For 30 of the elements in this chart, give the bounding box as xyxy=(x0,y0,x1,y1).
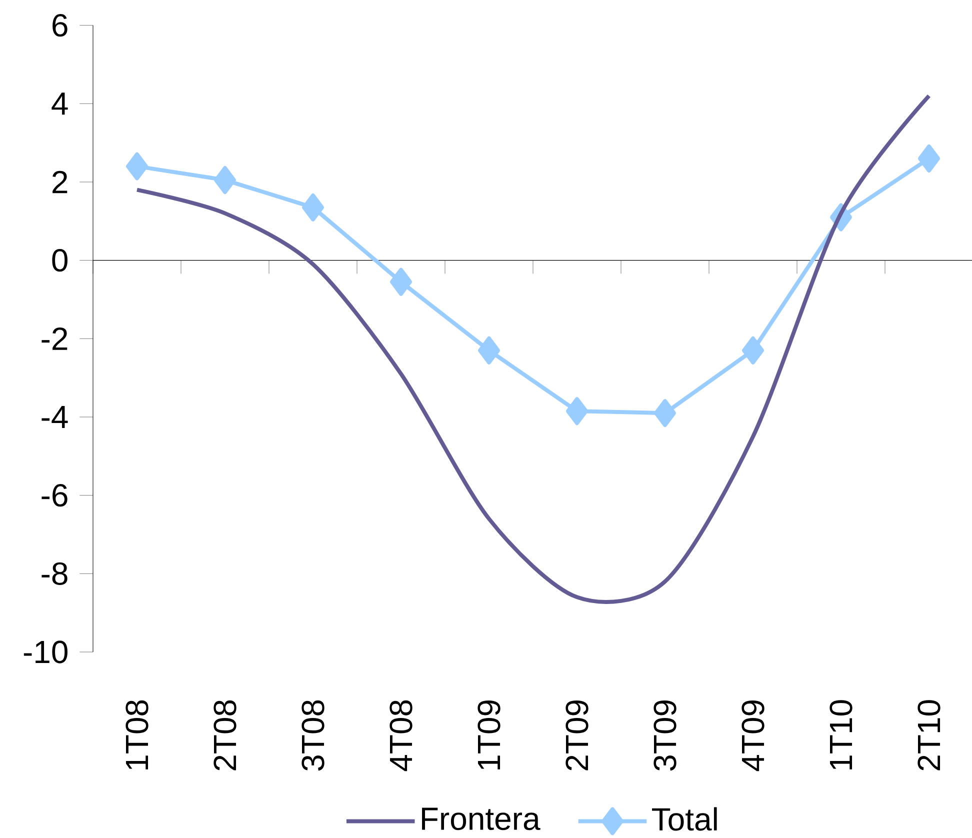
point xyxy=(654,399,676,428)
point xyxy=(214,166,236,194)
point xyxy=(390,268,412,296)
point xyxy=(302,193,324,222)
x-tick-label: 2T10 xyxy=(918,700,940,770)
x-tick-label: 2T08 xyxy=(214,700,236,770)
x-tick-label: 1T10 xyxy=(830,700,852,770)
y-tick-label: 0 xyxy=(52,249,68,272)
x-tick-label: 2T09 xyxy=(566,700,588,770)
legend-label: Frontera xyxy=(422,808,540,830)
legend-label: Total xyxy=(652,807,717,831)
y-tick-label: 4 xyxy=(52,92,68,115)
y-tick-label: -2 xyxy=(42,327,68,350)
point xyxy=(126,152,148,180)
x-tick-label: 4T08 xyxy=(390,700,412,772)
y-tick-label: -4 xyxy=(42,406,68,428)
y-tick-label: 6 xyxy=(52,14,68,37)
x-tick-label: 1T08 xyxy=(126,700,148,770)
point xyxy=(566,397,588,426)
x-tick-label: 1T09 xyxy=(478,700,500,770)
y-tick-label: 2 xyxy=(52,170,68,194)
point xyxy=(742,336,764,364)
point xyxy=(478,336,500,364)
point xyxy=(918,144,940,172)
y-tick-label: -10 xyxy=(24,640,68,664)
y-tick-label: -6 xyxy=(42,484,68,507)
y-tick-label: -8 xyxy=(42,562,68,585)
x-tick-label: 3T09 xyxy=(654,700,676,771)
x-tick-label: 4T09 xyxy=(742,700,764,772)
x-tick-label: 3T08 xyxy=(302,700,324,771)
